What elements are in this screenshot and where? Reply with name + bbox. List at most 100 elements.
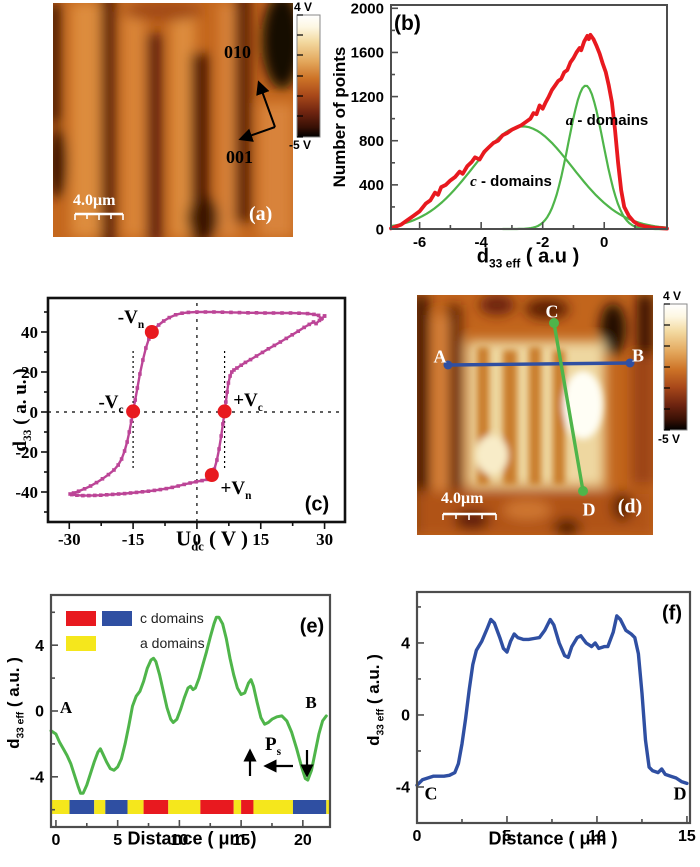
f-point-D: D xyxy=(673,783,687,804)
marker-square xyxy=(312,312,316,317)
panel-letter-a: (a) xyxy=(249,203,273,225)
colorbar-a xyxy=(296,14,321,138)
x-tick-label: 0 xyxy=(193,530,202,549)
legend-swatch-blue xyxy=(102,611,132,626)
marker-square xyxy=(186,310,191,315)
marker-square xyxy=(219,434,223,438)
marker-square xyxy=(232,368,236,372)
marker-square xyxy=(156,323,161,327)
domain-strip-segment xyxy=(51,800,70,814)
marker-square xyxy=(180,311,184,315)
marker-square xyxy=(135,386,140,390)
y-tick-label: 800 xyxy=(359,133,384,150)
domain-strip-segment xyxy=(94,800,106,814)
profile-line-AB xyxy=(443,358,635,370)
marker-square xyxy=(217,447,221,451)
marker-square xyxy=(248,357,253,362)
colorbar-d-ticks xyxy=(664,303,670,431)
marker-square xyxy=(228,374,232,378)
marker-square xyxy=(125,440,129,444)
colorbar-d-max: 4 V xyxy=(663,289,682,303)
x-tick-label: -30 xyxy=(58,530,81,549)
marker-square xyxy=(235,366,239,370)
f-y-axis-title: d33 eff ( a.u. ) xyxy=(364,654,387,746)
y-tick-label: 1200 xyxy=(351,89,384,106)
point-label-A: A xyxy=(433,346,447,367)
marker-square xyxy=(134,490,139,495)
y-tick-label: -4 xyxy=(30,769,44,786)
marker-square xyxy=(239,363,243,367)
y-tick-label: 1600 xyxy=(351,45,384,62)
plot-frame xyxy=(49,593,332,829)
marker-square xyxy=(297,311,301,315)
marker-switching-points xyxy=(217,404,232,419)
marker-square xyxy=(229,310,233,315)
marker-square xyxy=(119,457,124,461)
y-tick-label: 40 xyxy=(21,323,38,342)
colorbar-a-ticks xyxy=(297,14,303,138)
marker-switching-points xyxy=(126,404,141,419)
colorbar-a-min: -5 V xyxy=(289,138,312,152)
marker-square xyxy=(127,430,132,434)
y-tick-label: -4 xyxy=(396,780,410,797)
marker-square xyxy=(225,390,229,394)
legend-swatch-red xyxy=(66,611,96,626)
plot-frame xyxy=(390,4,668,230)
marker-square xyxy=(122,491,127,496)
domain-strip-segment xyxy=(105,800,128,814)
marker-square xyxy=(290,333,295,337)
domain-strip-segment xyxy=(168,800,201,814)
marker-square xyxy=(70,492,74,497)
marker-square xyxy=(317,318,322,323)
x-tick-label: 15 xyxy=(678,828,696,845)
marker-square xyxy=(316,313,321,318)
domain-strip-segment xyxy=(69,800,95,814)
x-tick-label: 0 xyxy=(413,828,422,845)
marker-square xyxy=(116,492,121,496)
series-profile-AB xyxy=(49,615,328,795)
marker-square xyxy=(75,493,79,497)
marker-square xyxy=(322,314,327,318)
series-c-domains fit xyxy=(389,125,669,229)
marker-square xyxy=(129,419,134,423)
marker-square xyxy=(194,480,198,484)
panel-letter-d: (d) xyxy=(617,495,643,518)
label-neg-vn: -Vn xyxy=(117,307,145,331)
marker-square xyxy=(100,477,105,481)
domain-strip-segment xyxy=(292,800,327,814)
label-ps: Ps xyxy=(264,734,282,758)
marker-square xyxy=(302,325,306,330)
profile-cd-chart: 0 5 10 15 -4 0 4 xyxy=(396,590,696,845)
marker-square xyxy=(226,381,231,385)
y-tick-label: 0 xyxy=(376,221,384,238)
domain-strip-segment xyxy=(241,800,254,814)
domain-strip-segment xyxy=(127,800,144,814)
marker-square xyxy=(104,493,109,497)
x-tick-label: 15 xyxy=(252,530,269,549)
marker-square xyxy=(88,484,93,488)
marker-square xyxy=(81,493,85,498)
histogram-chart: -6 -4 -2 0 0 400 800 1200 1600 2000 xyxy=(351,1,669,251)
marker-square xyxy=(263,311,267,315)
marker-square xyxy=(246,311,250,315)
colorbar-d xyxy=(663,303,688,431)
e-x-axis-title: Distance ( μm ) xyxy=(127,828,257,849)
marker-square xyxy=(288,311,293,315)
profile-line-CD xyxy=(549,318,588,496)
scale-bar-d xyxy=(442,512,497,520)
x-tick-label: 5 xyxy=(503,828,512,845)
marker-square xyxy=(173,313,178,317)
marker-square xyxy=(230,370,234,374)
marker-square xyxy=(147,337,151,341)
marker-square xyxy=(146,489,151,493)
marker-square xyxy=(112,468,116,472)
b-x-axis-title: d33 eff ( a.u ) xyxy=(476,245,580,271)
marker-square xyxy=(188,481,192,485)
afm-d-inner-stripes xyxy=(476,347,603,485)
legend-swatch-yellow xyxy=(66,636,96,651)
y-tick-label: 20 xyxy=(21,363,38,382)
series-a-domains fit xyxy=(501,84,669,231)
marker-square xyxy=(176,484,181,488)
x-tick-label: -4 xyxy=(474,234,488,251)
